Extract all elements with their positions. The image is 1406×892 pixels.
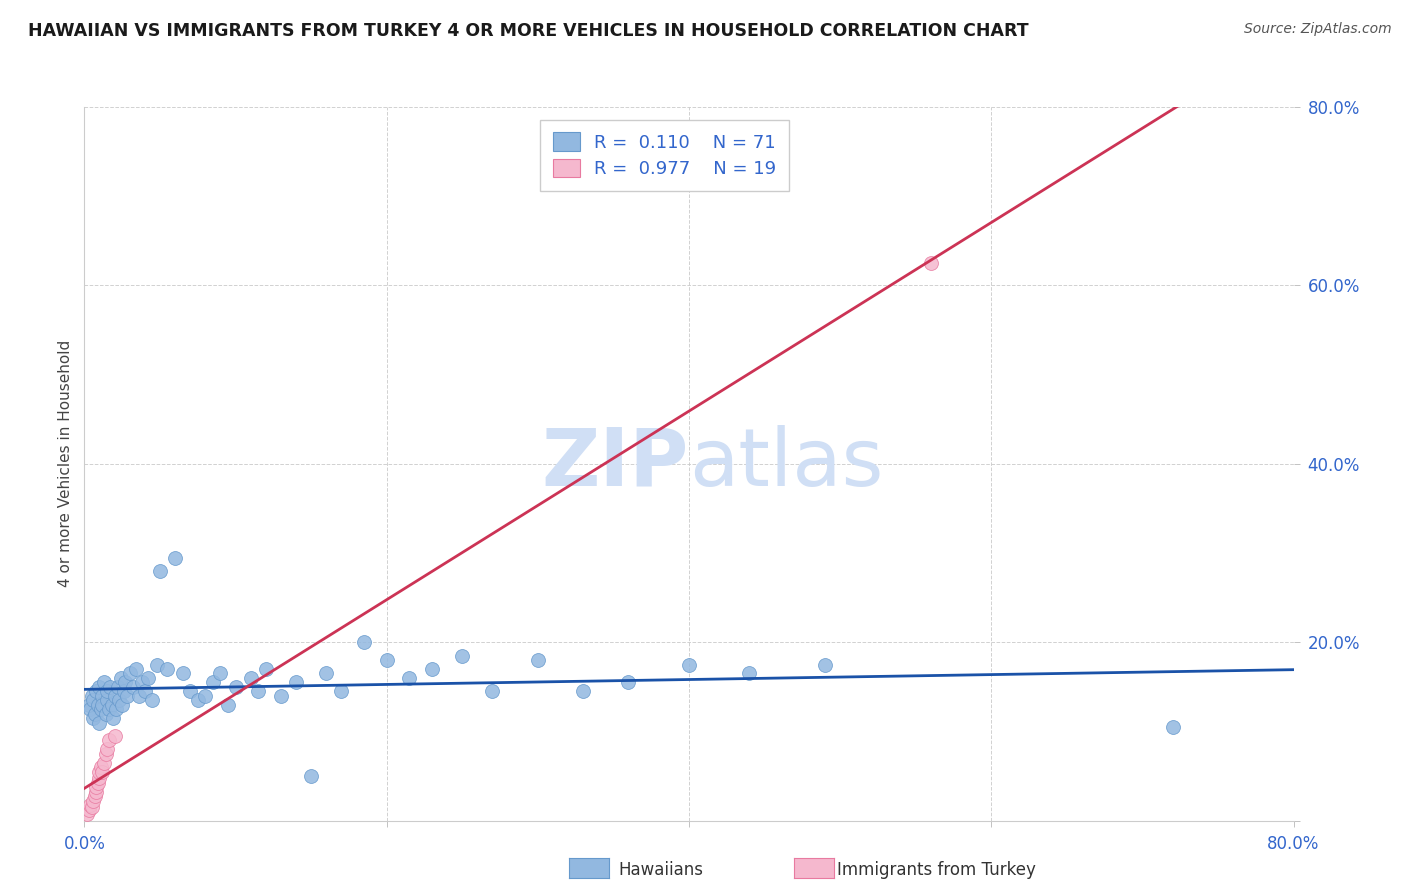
Point: [96, 742, 118, 756]
Point: [86, 780, 108, 794]
Text: atlas: atlas: [689, 425, 883, 503]
Point: [172, 666, 194, 681]
Point: [89, 680, 111, 694]
Point: [187, 693, 209, 707]
Point: [617, 675, 640, 690]
Point: [179, 684, 201, 698]
Point: [128, 689, 150, 703]
Point: [111, 698, 134, 712]
Point: [108, 693, 131, 707]
Point: [100, 698, 122, 712]
Point: [80, 689, 103, 703]
Point: [526, 653, 548, 667]
Point: [330, 684, 353, 698]
Point: [82, 693, 104, 707]
Point: [156, 662, 179, 676]
Point: [118, 666, 141, 681]
Point: [284, 675, 308, 690]
Point: [115, 689, 138, 703]
Point: [101, 711, 124, 725]
Point: [79, 702, 101, 716]
Point: [107, 680, 129, 694]
Point: [163, 550, 186, 565]
Point: [451, 648, 474, 663]
Legend: R =  0.110    N = 71, R =  0.977    N = 19: R = 0.110 N = 71, R = 0.977 N = 19: [540, 120, 789, 191]
Point: [217, 698, 239, 712]
Point: [94, 747, 117, 761]
Point: [814, 657, 837, 672]
Point: [90, 760, 112, 774]
Point: [131, 675, 153, 690]
Point: [209, 666, 232, 681]
Point: [86, 785, 108, 799]
Point: [91, 764, 114, 779]
Point: [84, 789, 107, 803]
Point: [77, 698, 100, 712]
Point: [134, 684, 156, 698]
Point: [239, 671, 262, 685]
Point: [146, 657, 169, 672]
Text: Hawaiians: Hawaiians: [619, 861, 703, 879]
Point: [398, 671, 420, 685]
Point: [270, 689, 292, 703]
Point: [76, 806, 98, 821]
Point: [104, 689, 127, 703]
Point: [77, 803, 100, 817]
Point: [141, 693, 163, 707]
Point: [375, 653, 398, 667]
Point: [80, 800, 103, 814]
Point: [94, 706, 117, 721]
Point: [82, 711, 104, 725]
Point: [194, 689, 217, 703]
Point: [201, 675, 224, 690]
Point: [79, 797, 101, 812]
Point: [89, 764, 111, 779]
Point: [121, 680, 143, 694]
Point: [82, 794, 104, 808]
Point: [353, 635, 375, 649]
Point: [678, 657, 700, 672]
Point: [104, 729, 127, 743]
Point: [105, 702, 128, 716]
Text: Source: ZipAtlas.com: Source: ZipAtlas.com: [1244, 22, 1392, 37]
Point: [110, 671, 132, 685]
Point: [93, 756, 115, 770]
Point: [299, 769, 322, 783]
Point: [136, 671, 159, 685]
Point: [112, 684, 135, 698]
Point: [84, 706, 107, 721]
Point: [93, 675, 115, 690]
Point: [481, 684, 503, 698]
Point: [420, 662, 443, 676]
Point: [86, 684, 108, 698]
Point: [315, 666, 337, 681]
Point: [98, 680, 121, 694]
Point: [91, 698, 114, 712]
Point: [97, 702, 120, 716]
Point: [254, 662, 277, 676]
Point: [96, 684, 118, 698]
Point: [87, 776, 110, 790]
Point: [247, 684, 270, 698]
Point: [89, 771, 111, 785]
Point: [97, 733, 120, 747]
Point: [89, 715, 111, 730]
Text: ZIP: ZIP: [541, 425, 689, 503]
Point: [96, 693, 118, 707]
Point: [87, 698, 110, 712]
Point: [149, 564, 172, 578]
Point: [90, 702, 112, 716]
Y-axis label: 4 or more Vehicles in Household: 4 or more Vehicles in Household: [58, 340, 73, 588]
Point: [225, 680, 247, 694]
Text: Immigrants from Turkey: Immigrants from Turkey: [837, 861, 1035, 879]
Point: [572, 684, 595, 698]
Point: [91, 689, 114, 703]
Point: [125, 662, 148, 676]
Text: HAWAIIAN VS IMMIGRANTS FROM TURKEY 4 OR MORE VEHICLES IN HOUSEHOLD CORRELATION C: HAWAIIAN VS IMMIGRANTS FROM TURKEY 4 OR …: [28, 22, 1029, 40]
Point: [920, 256, 942, 270]
Point: [114, 675, 136, 690]
Point: [1161, 720, 1184, 734]
Point: [738, 666, 761, 681]
